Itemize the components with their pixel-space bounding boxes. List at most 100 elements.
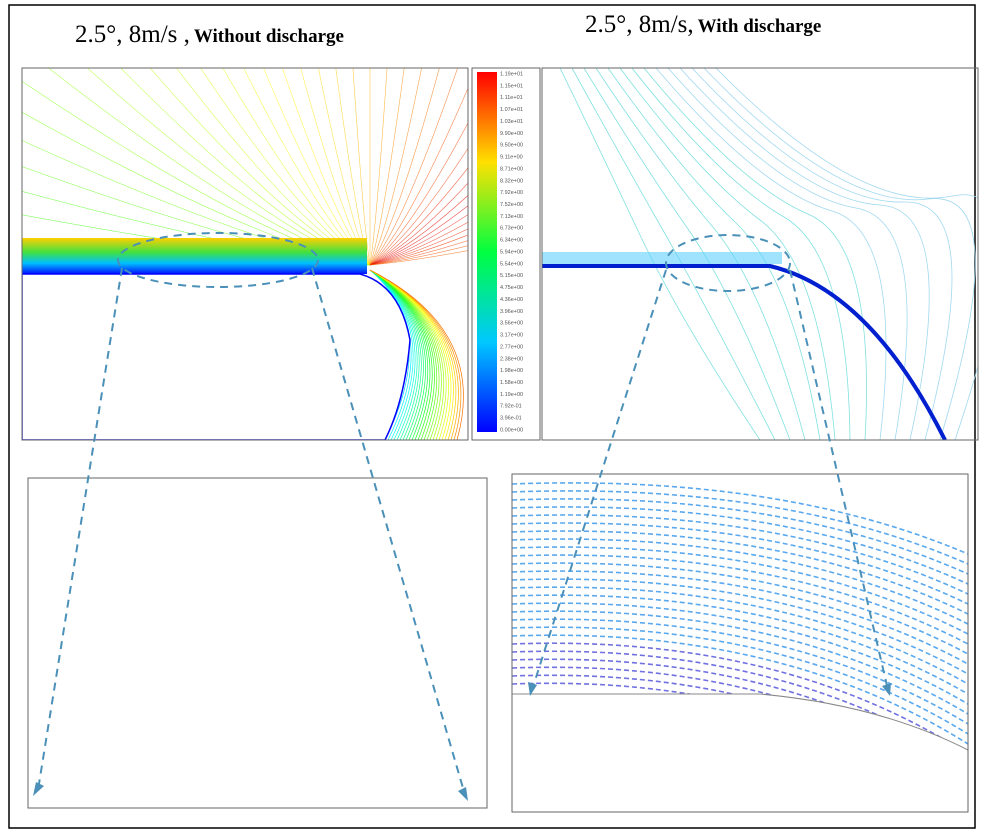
- contour-line: [369, 68, 422, 266]
- vector-row: [512, 522, 968, 605]
- colorbar-label: 7.13e+00: [500, 214, 523, 220]
- contour-line: [655, 68, 887, 440]
- contour-line: [369, 221, 468, 266]
- panel-border: [511, 473, 969, 813]
- contour-line: [619, 68, 836, 440]
- colorbar-label: 5.15e+00: [500, 273, 523, 279]
- vector-row: [512, 546, 968, 635]
- left-subtitle: Without discharge: [194, 26, 344, 47]
- contour-line: [369, 269, 445, 440]
- contour-line: [369, 122, 468, 266]
- panel-border: [541, 67, 979, 441]
- contour-line: [369, 269, 464, 440]
- zoom-arrow: [37, 267, 123, 791]
- colorbar-label: 4.36e+00: [500, 297, 523, 303]
- colorbar-label: 1.03e+01: [500, 119, 523, 125]
- vector-row: [512, 594, 968, 695]
- contour-line: [369, 269, 416, 440]
- frame: [8, 4, 976, 829]
- contour-line: [369, 205, 468, 266]
- colorbar: [477, 72, 497, 432]
- right-subtitle: With discharge: [698, 16, 822, 37]
- shear-band: [22, 238, 367, 274]
- zoom-arrow: [531, 269, 667, 691]
- contour-line: [715, 68, 978, 440]
- contour-line: [369, 269, 435, 440]
- colorbar-label: 6.73e+00: [500, 226, 523, 232]
- vector-row: [512, 538, 968, 625]
- contour-line: [369, 269, 449, 440]
- contour-line: [691, 68, 953, 440]
- vector-row: [512, 490, 968, 565]
- vector-row: [512, 514, 968, 595]
- vector-row: [512, 650, 968, 765]
- vector-row: [512, 562, 968, 655]
- colorbar-label: 2.77e+00: [500, 344, 523, 350]
- contour-line: [369, 245, 468, 266]
- contour-line: [22, 140, 371, 266]
- colorbar-label: 3.17e+00: [500, 333, 523, 339]
- colorbar-label: 1.19e+01: [500, 71, 523, 77]
- colorbar-label: 7.92e+00: [500, 190, 523, 196]
- colorbar-label: 1.19e+00: [500, 392, 523, 398]
- body-edge: [542, 264, 947, 440]
- colorbar-label: 0.00e+00: [500, 427, 523, 433]
- right-title-main: 2.5°, 8m/s,: [585, 11, 694, 38]
- contour-line: [369, 182, 468, 266]
- colorbar-label: 6.34e+00: [500, 238, 523, 244]
- contour-line: [369, 269, 420, 440]
- contour-line: [679, 68, 930, 440]
- colorbar-label: 8.71e+00: [500, 166, 523, 172]
- vector-row: [512, 634, 968, 745]
- vector-row: [512, 506, 968, 585]
- contour-line: [369, 269, 447, 440]
- contour-line: [631, 68, 851, 440]
- contour-line: [369, 167, 468, 266]
- contour-line: [369, 87, 468, 266]
- contour-line: [369, 214, 468, 266]
- colorbar-label: 7.92e-01: [500, 404, 522, 410]
- contour-line: [571, 68, 776, 440]
- contour-line: [667, 68, 908, 440]
- contour-line: [369, 269, 414, 440]
- vector-row: [512, 498, 968, 575]
- colorbar-label: 1.15e+01: [500, 83, 523, 89]
- contour-line: [369, 269, 424, 440]
- contour-line: [369, 269, 431, 440]
- contour-line: [369, 68, 458, 266]
- colorbar-label: 2.38e+00: [500, 356, 523, 362]
- vector-row: [512, 570, 968, 665]
- contour-line: [22, 80, 371, 266]
- contour-line: [643, 68, 867, 440]
- colorbar-label: 7.52e+00: [500, 202, 523, 208]
- colorbar-label: 1.58e+00: [500, 380, 523, 386]
- colorbar-label: 9.11e+00: [500, 155, 523, 161]
- arrow-head: [33, 782, 44, 796]
- contour-line: [22, 111, 371, 266]
- colorbar-label: 5.54e+00: [500, 261, 523, 267]
- contour-line: [369, 269, 442, 440]
- left-title-main: 2.5°, 8m/s ,: [75, 21, 190, 48]
- colorbar-label: 3.56e+00: [500, 321, 523, 327]
- contour-line: [369, 68, 405, 266]
- zoom-guides: [37, 232, 889, 796]
- panel-border: [21, 67, 469, 441]
- vector-row: [512, 578, 968, 675]
- body: [22, 273, 411, 440]
- colorbar-label: 1.07e+01: [500, 107, 523, 113]
- colorbar-label: 4.75e+00: [500, 285, 523, 291]
- arrow-head: [528, 682, 537, 696]
- vector-row: [512, 626, 968, 735]
- vector-row: [512, 658, 968, 775]
- vector-row: [512, 610, 968, 715]
- zoom-ellipse: [117, 232, 319, 288]
- zoom-arrow: [789, 269, 889, 691]
- arrow-heads: [33, 682, 891, 801]
- right-title: 2.5°, 8m/s, With discharge: [585, 11, 821, 38]
- colorbar-label: 8.32e+00: [500, 178, 523, 184]
- contour-line: [369, 228, 468, 266]
- colorbar-labels: 1.19e+01 1.15e+01 1.11e+01 1.07e+01 1.03e+01…: [500, 71, 523, 433]
- contour-line: [369, 250, 468, 266]
- contour-line: [369, 194, 468, 266]
- contour-line: [369, 269, 452, 440]
